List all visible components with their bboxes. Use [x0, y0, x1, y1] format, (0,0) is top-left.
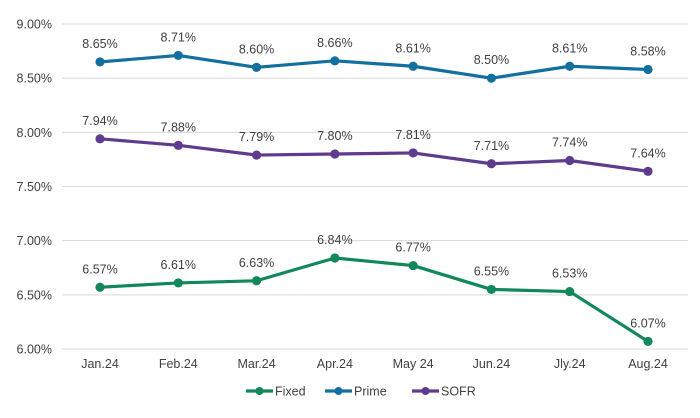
legend-item-fixed: Fixed	[246, 385, 306, 399]
data-point	[486, 284, 497, 295]
data-point	[408, 148, 418, 158]
data-point	[486, 159, 497, 169]
data-point	[95, 282, 105, 292]
legend-swatch-marker	[421, 387, 430, 395]
data-label: 7.64%	[630, 146, 665, 160]
y-tick-label: 7.50%	[17, 180, 52, 194]
y-tick-label: 6.50%	[17, 288, 52, 302]
series-fixed	[95, 253, 653, 347]
data-label: 8.50%	[474, 53, 509, 67]
data-label: 8.65%	[82, 37, 117, 51]
series-line-fixed	[98, 256, 650, 344]
legend-item-prime: Prime	[325, 385, 387, 399]
y-tick-label: 7.00%	[17, 234, 52, 248]
x-tick-label: Jly.24	[554, 357, 586, 371]
legend-label: Prime	[354, 385, 387, 399]
legend-item-sofr: SOFR	[412, 385, 476, 399]
data-point	[408, 61, 418, 71]
data-label: 6.84%	[317, 233, 352, 247]
data-point	[330, 253, 340, 263]
legend-swatch-marker	[334, 387, 343, 395]
data-point	[486, 73, 497, 83]
x-tick-label: Jun.24	[473, 357, 511, 371]
data-label: 7.71%	[474, 139, 509, 153]
data-label: 7.94%	[82, 114, 117, 128]
y-tick-label: 8.00%	[17, 126, 52, 140]
data-point	[565, 155, 575, 166]
y-tick-label: 8.50%	[17, 72, 52, 86]
data-point	[251, 150, 262, 160]
y-tick-label: 6.00%	[17, 343, 52, 357]
data-point	[173, 140, 183, 150]
x-tick-label: May 24	[393, 357, 434, 371]
data-point	[173, 278, 183, 288]
gridlines	[62, 23, 688, 350]
data-label: 7.74%	[552, 136, 587, 150]
x-tick-label: Aug.24	[628, 357, 668, 371]
y-tick-label: 9.00%	[17, 18, 52, 32]
x-tick-label: Mar.24	[237, 357, 275, 371]
data-label: 8.71%	[161, 30, 196, 44]
data-point	[330, 149, 340, 159]
data-label: 7.88%	[161, 120, 196, 134]
data-point	[251, 276, 262, 286]
data-label: 6.53%	[552, 267, 587, 281]
data-label: 6.63%	[239, 256, 274, 270]
x-axis-ticks: Jan.24 Feb.24 Mar.24 Apr.24 May 24 Jun.24 Jly.…	[81, 357, 668, 371]
y-axis-ticks: 6.00% 6.50% 7.00% 7.50% 8.00% 8.50% 9.00%	[17, 18, 52, 357]
series-line-sofr	[98, 137, 650, 173]
data-label: 6.77%	[395, 241, 430, 255]
data-point	[330, 56, 340, 66]
data-point	[408, 260, 418, 271]
data-label: 8.58%	[630, 45, 665, 59]
data-label: 6.61%	[161, 258, 196, 272]
data-point	[251, 62, 262, 72]
data-label: 7.79%	[239, 130, 274, 144]
data-point	[643, 336, 653, 347]
data-point	[565, 286, 575, 297]
data-label: 8.61%	[395, 41, 430, 55]
data-point	[173, 50, 183, 61]
x-tick-label: Feb.24	[159, 357, 198, 371]
data-label: 6.07%	[630, 316, 665, 330]
data-label: 8.60%	[239, 42, 274, 56]
series-prime	[95, 50, 653, 83]
legend-swatch-marker	[255, 387, 264, 395]
data-point	[643, 166, 653, 176]
data-labels: 6.57% 6.61% 6.63% 6.84% 6.77% 6.55% 6.53% 6.07%…	[82, 30, 665, 330]
legend-label: SOFR	[441, 385, 476, 399]
data-point	[95, 57, 105, 67]
legend: Fixed Prime SOFR	[246, 385, 476, 399]
data-point	[565, 61, 575, 71]
data-label: 8.61%	[552, 41, 587, 55]
series-sofr	[95, 134, 653, 176]
data-label: 8.66%	[317, 36, 352, 50]
x-tick-label: Apr.24	[317, 357, 353, 371]
data-label: 6.55%	[474, 264, 509, 278]
data-label: 7.80%	[317, 129, 352, 143]
data-label: 6.57%	[82, 262, 117, 276]
legend-label: Fixed	[275, 385, 306, 399]
data-point	[643, 64, 653, 75]
series-lines	[95, 50, 653, 347]
data-point	[95, 134, 105, 144]
x-tick-label: Jan.24	[81, 357, 119, 371]
data-label: 7.81%	[395, 128, 430, 142]
series-line-prime	[98, 53, 650, 80]
